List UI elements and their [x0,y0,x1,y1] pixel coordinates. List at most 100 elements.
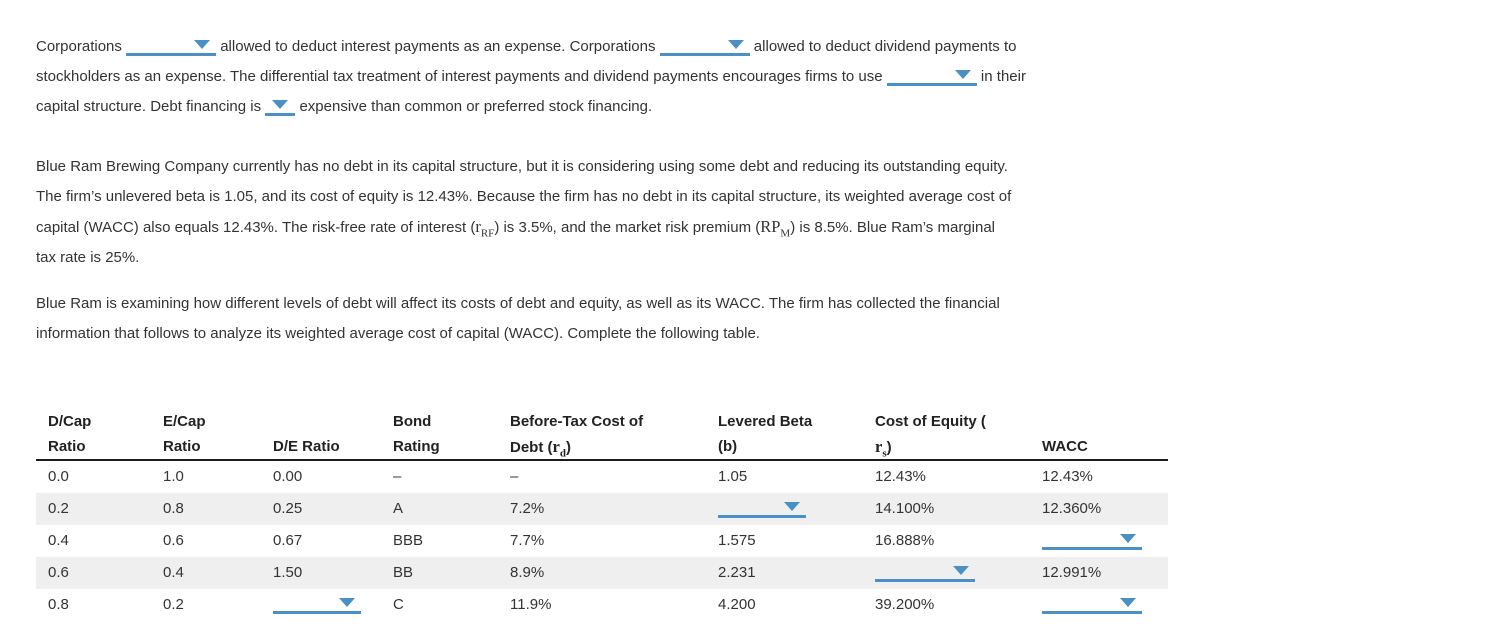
table-cell [1030,525,1168,557]
wacc-table: D/Cap Ratio E/Cap Ratio D/E Ratio Bond Rating B… [36,409,1168,621]
intro-paragraph: Corporations allowed to deduct interest … [36,32,1497,122]
table-cell: 39.200% [863,589,1030,621]
table-cell: 0.00 [261,461,381,493]
text-run: expensive than common or preferred stock… [295,98,653,115]
table-cell: 7.7% [498,525,706,557]
table-cell: 0.2 [151,589,261,621]
table-cell: 0.0 [36,461,151,493]
table-cell: 8.9% [498,557,706,589]
text-run: 11.9% [510,596,552,613]
table-cell: BBB [381,525,498,557]
table-row: 0.2 0.8 0.25 A 7.2% 14.100% 12.360% [36,493,1168,525]
text-run: E/Cap [163,413,206,430]
text-run: capital structure. Debt financing is [36,98,266,115]
text-run: 14.100% [875,500,935,517]
text-run: 12.360% [1042,500,1102,517]
table-body: 0.0 1.0 0.00 – – 1.05 12.43% 12.43% 0.2 0.8 0.25 A 7… [36,461,1168,621]
text-run: 7.7% [510,532,545,549]
levered-beta-dropdown-row-2[interactable] [718,500,806,518]
wacc-dropdown-row-5[interactable] [1042,596,1142,614]
column-header-e-cap-ratio: E/Cap Ratio [151,409,261,459]
debt-financing-cost-dropdown[interactable] [265,98,296,116]
table-cell: 12.43% [1030,461,1168,493]
text-run: 0.0 [48,468,69,485]
table-cell [706,493,863,525]
text-run: Before-Tax Cost of [510,413,644,430]
text-run: D/E Ratio [273,438,340,455]
text-run: Cost of Equity ( [875,413,986,430]
text-run: capital (WACC) also equals 12.43%. The r… [36,219,476,236]
d-e-ratio-dropdown-row-5[interactable] [273,596,361,614]
table-row: 0.8 0.2 C 11.9% 4.200 39.200% [36,589,1168,621]
column-header-d-cap-ratio: D/Cap Ratio [36,409,151,459]
text-run: Corporations [36,38,127,55]
text-run: 0.6 [163,532,184,549]
wacc-dropdown-row-3[interactable] [1042,532,1142,550]
text-run: BB [393,564,414,581]
text-run: C [393,596,404,613]
text-run: 0.4 [48,532,69,549]
dropdown-arrow-icon [727,40,744,49]
table-cell: BB [381,557,498,589]
dropdown-arrow-icon [272,100,289,109]
scenario-paragraph: Blue Ram Brewing Company currently has n… [36,152,1497,273]
text-run: WACC [1042,438,1088,455]
text-run: 39.200% [875,596,935,613]
column-header-d-e-ratio: D/E Ratio [261,409,381,459]
table-cell: 0.6 [151,525,261,557]
table-cell: 16.888% [863,525,1030,557]
text-run: 16.888% [875,532,935,549]
text-run: 0.8 [48,596,69,613]
dropdown-arrow-icon [1120,598,1136,607]
capital-structure-use-dropdown[interactable] [886,68,977,86]
dividend-deduction-dropdown[interactable] [659,38,750,56]
text-run: 2.231 [718,564,756,581]
text-run: 0.00 [273,468,303,485]
column-header-bond-rating: Bond Rating [381,409,498,459]
table-cell: 12.991% [1030,557,1168,589]
interest-deduction-dropdown[interactable] [126,38,217,56]
table-cell: 0.2 [36,493,151,525]
text-run: 0.4 [163,564,184,581]
table-cell [261,589,381,621]
text-run: A [393,500,404,517]
table-cell: A [381,493,498,525]
text-run: tax rate is 25%. [36,249,140,266]
text-run: ) [565,439,571,456]
table-cell: 0.4 [151,557,261,589]
text-run: Ratio [48,438,86,455]
text-run: Ratio [163,438,201,455]
table-row: 0.6 0.4 1.50 BB 8.9% 2.231 12.991% [36,557,1168,589]
text-run: Debt ( [510,439,553,456]
table-row: 0.4 0.6 0.67 BBB 7.7% 1.575 16.888% [36,525,1168,557]
text-run: 1.50 [273,564,303,581]
math-symbol-RP-M: RPM [760,217,791,240]
math-symbol-r-s: rs [875,437,887,460]
table-cell: 11.9% [498,589,706,621]
table-cell: 0.67 [261,525,381,557]
text-run: 1.05 [718,468,748,485]
text-run: information that follows to analyze its … [36,325,760,342]
text-run: – [393,468,402,485]
instruction-paragraph: Blue Ram is examining how different leve… [36,289,1497,349]
dropdown-arrow-icon [339,598,355,607]
text-run: 0.2 [48,500,69,517]
table-cell: – [381,461,498,493]
table-cell: C [381,589,498,621]
cost-of-equity-dropdown-row-4[interactable] [875,564,975,582]
table-cell [1030,589,1168,621]
table-cell: 1.05 [706,461,863,493]
text-run: allowed to deduct dividend payments to [749,38,1017,55]
text-run: 0.8 [163,500,184,517]
table-cell [863,557,1030,589]
table-cell: 1.50 [261,557,381,589]
dropdown-arrow-icon [194,40,211,49]
text-run: ) [886,439,892,456]
text-run: D/Cap [48,413,92,430]
text-run: BBB [393,532,424,549]
table-cell: 0.8 [151,493,261,525]
table-header-row: D/Cap Ratio E/Cap Ratio D/E Ratio Bond Rating B… [36,409,1168,461]
table-cell: 0.6 [36,557,151,589]
text-run: in their [976,68,1026,85]
dropdown-arrow-icon [953,566,969,575]
